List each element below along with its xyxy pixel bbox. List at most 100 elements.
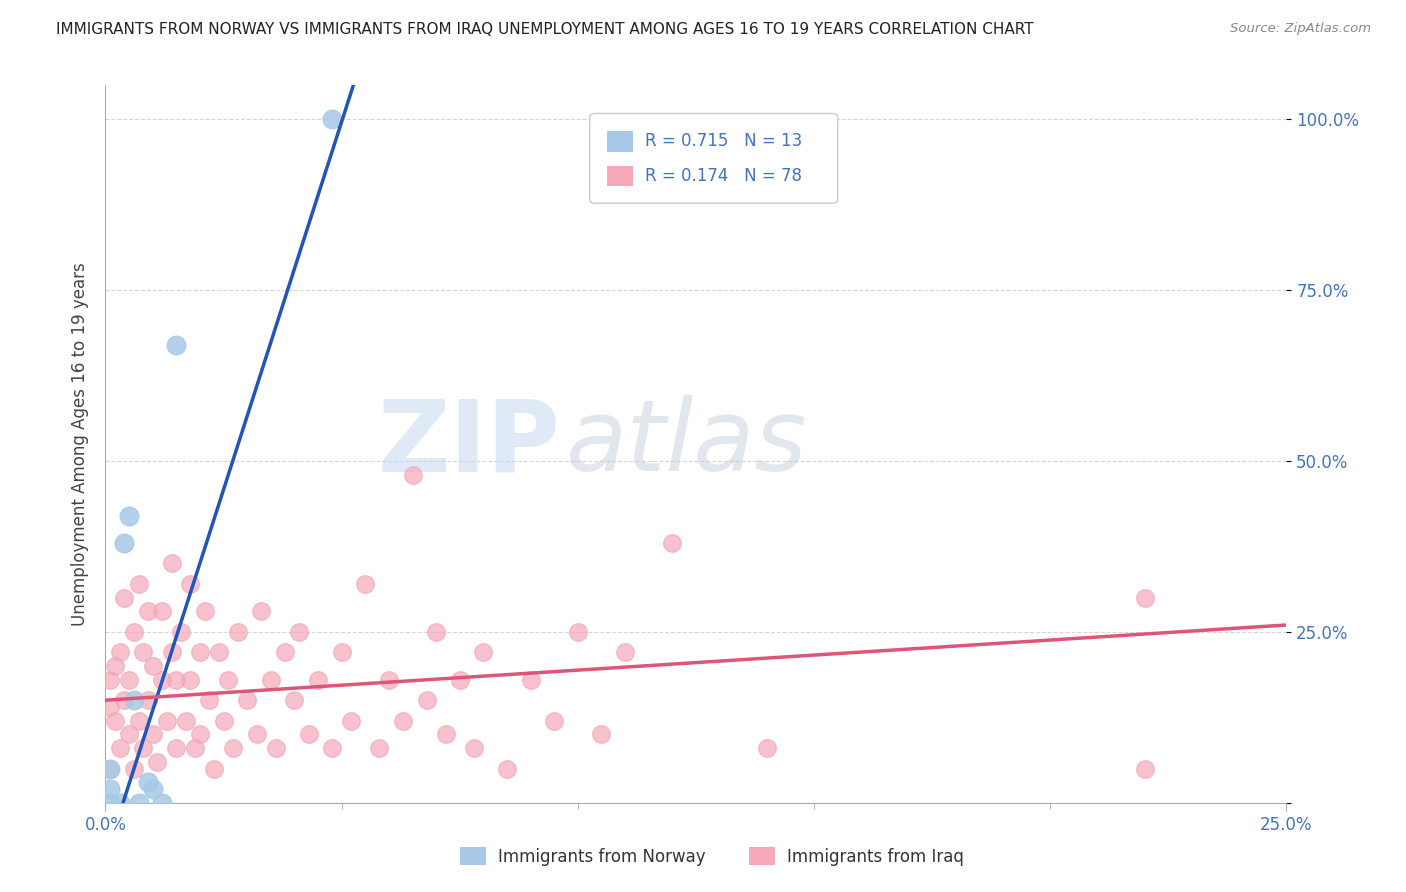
- Point: [543, 714, 565, 728]
- Point: [194, 604, 217, 618]
- Point: [307, 673, 329, 687]
- Text: atlas: atlas: [567, 395, 807, 492]
- Point: [108, 645, 131, 659]
- Point: [226, 624, 249, 639]
- Text: R = 0.715   N = 13: R = 0.715 N = 13: [645, 133, 803, 151]
- Point: [98, 762, 121, 776]
- Point: [519, 673, 541, 687]
- Point: [98, 782, 121, 797]
- Point: [128, 796, 150, 810]
- FancyBboxPatch shape: [749, 847, 775, 865]
- Point: [160, 557, 183, 571]
- Point: [118, 673, 141, 687]
- Point: [449, 673, 471, 687]
- Point: [165, 337, 187, 351]
- Point: [378, 673, 401, 687]
- Point: [128, 577, 150, 591]
- Point: [184, 741, 207, 756]
- Point: [463, 741, 485, 756]
- Point: [108, 796, 131, 810]
- Point: [160, 645, 183, 659]
- Point: [591, 727, 613, 741]
- Point: [150, 604, 173, 618]
- Point: [122, 762, 145, 776]
- Point: [202, 762, 225, 776]
- Point: [661, 536, 683, 550]
- Point: [112, 693, 135, 707]
- Point: [401, 467, 423, 482]
- Text: ZIP: ZIP: [377, 395, 560, 492]
- Point: [472, 645, 495, 659]
- Point: [174, 714, 197, 728]
- Point: [274, 645, 297, 659]
- Point: [104, 659, 127, 673]
- Point: [321, 112, 343, 126]
- FancyBboxPatch shape: [607, 166, 633, 186]
- Point: [136, 693, 159, 707]
- Point: [321, 741, 343, 756]
- Text: Immigrants from Iraq: Immigrants from Iraq: [787, 847, 963, 865]
- Point: [264, 741, 287, 756]
- Point: [330, 645, 353, 659]
- Point: [340, 714, 363, 728]
- Point: [112, 536, 135, 550]
- Point: [165, 673, 187, 687]
- Point: [188, 645, 211, 659]
- Point: [755, 741, 778, 756]
- Point: [236, 693, 259, 707]
- Point: [108, 741, 131, 756]
- Point: [98, 673, 121, 687]
- Point: [297, 727, 319, 741]
- Point: [217, 673, 239, 687]
- Point: [142, 727, 165, 741]
- Point: [118, 727, 141, 741]
- Point: [146, 755, 169, 769]
- Point: [212, 714, 235, 728]
- Point: [188, 727, 211, 741]
- Point: [208, 645, 231, 659]
- Point: [150, 673, 173, 687]
- Point: [118, 508, 141, 523]
- Point: [198, 693, 221, 707]
- Point: [179, 673, 201, 687]
- Point: [222, 741, 245, 756]
- Point: [156, 714, 179, 728]
- Point: [128, 714, 150, 728]
- Point: [354, 577, 377, 591]
- Point: [179, 577, 201, 591]
- Point: [132, 645, 155, 659]
- Point: [283, 693, 305, 707]
- Point: [150, 796, 173, 810]
- FancyBboxPatch shape: [607, 131, 633, 152]
- Point: [136, 604, 159, 618]
- Point: [392, 714, 415, 728]
- Text: Source: ZipAtlas.com: Source: ZipAtlas.com: [1230, 22, 1371, 36]
- Point: [112, 591, 135, 605]
- Point: [142, 659, 165, 673]
- Text: Immigrants from Norway: Immigrants from Norway: [498, 847, 706, 865]
- Point: [122, 624, 145, 639]
- Point: [260, 673, 283, 687]
- Point: [122, 693, 145, 707]
- Point: [165, 741, 187, 756]
- FancyBboxPatch shape: [589, 113, 838, 203]
- Point: [614, 645, 637, 659]
- Point: [142, 782, 165, 797]
- Point: [170, 624, 193, 639]
- Point: [496, 762, 519, 776]
- Point: [104, 714, 127, 728]
- Point: [246, 727, 269, 741]
- Point: [136, 775, 159, 789]
- Point: [132, 741, 155, 756]
- Point: [250, 604, 273, 618]
- Point: [368, 741, 391, 756]
- Point: [98, 796, 121, 810]
- Point: [98, 762, 121, 776]
- FancyBboxPatch shape: [460, 847, 485, 865]
- Point: [434, 727, 457, 741]
- Y-axis label: Unemployment Among Ages 16 to 19 years: Unemployment Among Ages 16 to 19 years: [70, 262, 89, 625]
- Text: IMMIGRANTS FROM NORWAY VS IMMIGRANTS FROM IRAQ UNEMPLOYMENT AMONG AGES 16 TO 19 : IMMIGRANTS FROM NORWAY VS IMMIGRANTS FRO…: [56, 22, 1033, 37]
- Point: [567, 624, 589, 639]
- Point: [425, 624, 447, 639]
- Point: [415, 693, 437, 707]
